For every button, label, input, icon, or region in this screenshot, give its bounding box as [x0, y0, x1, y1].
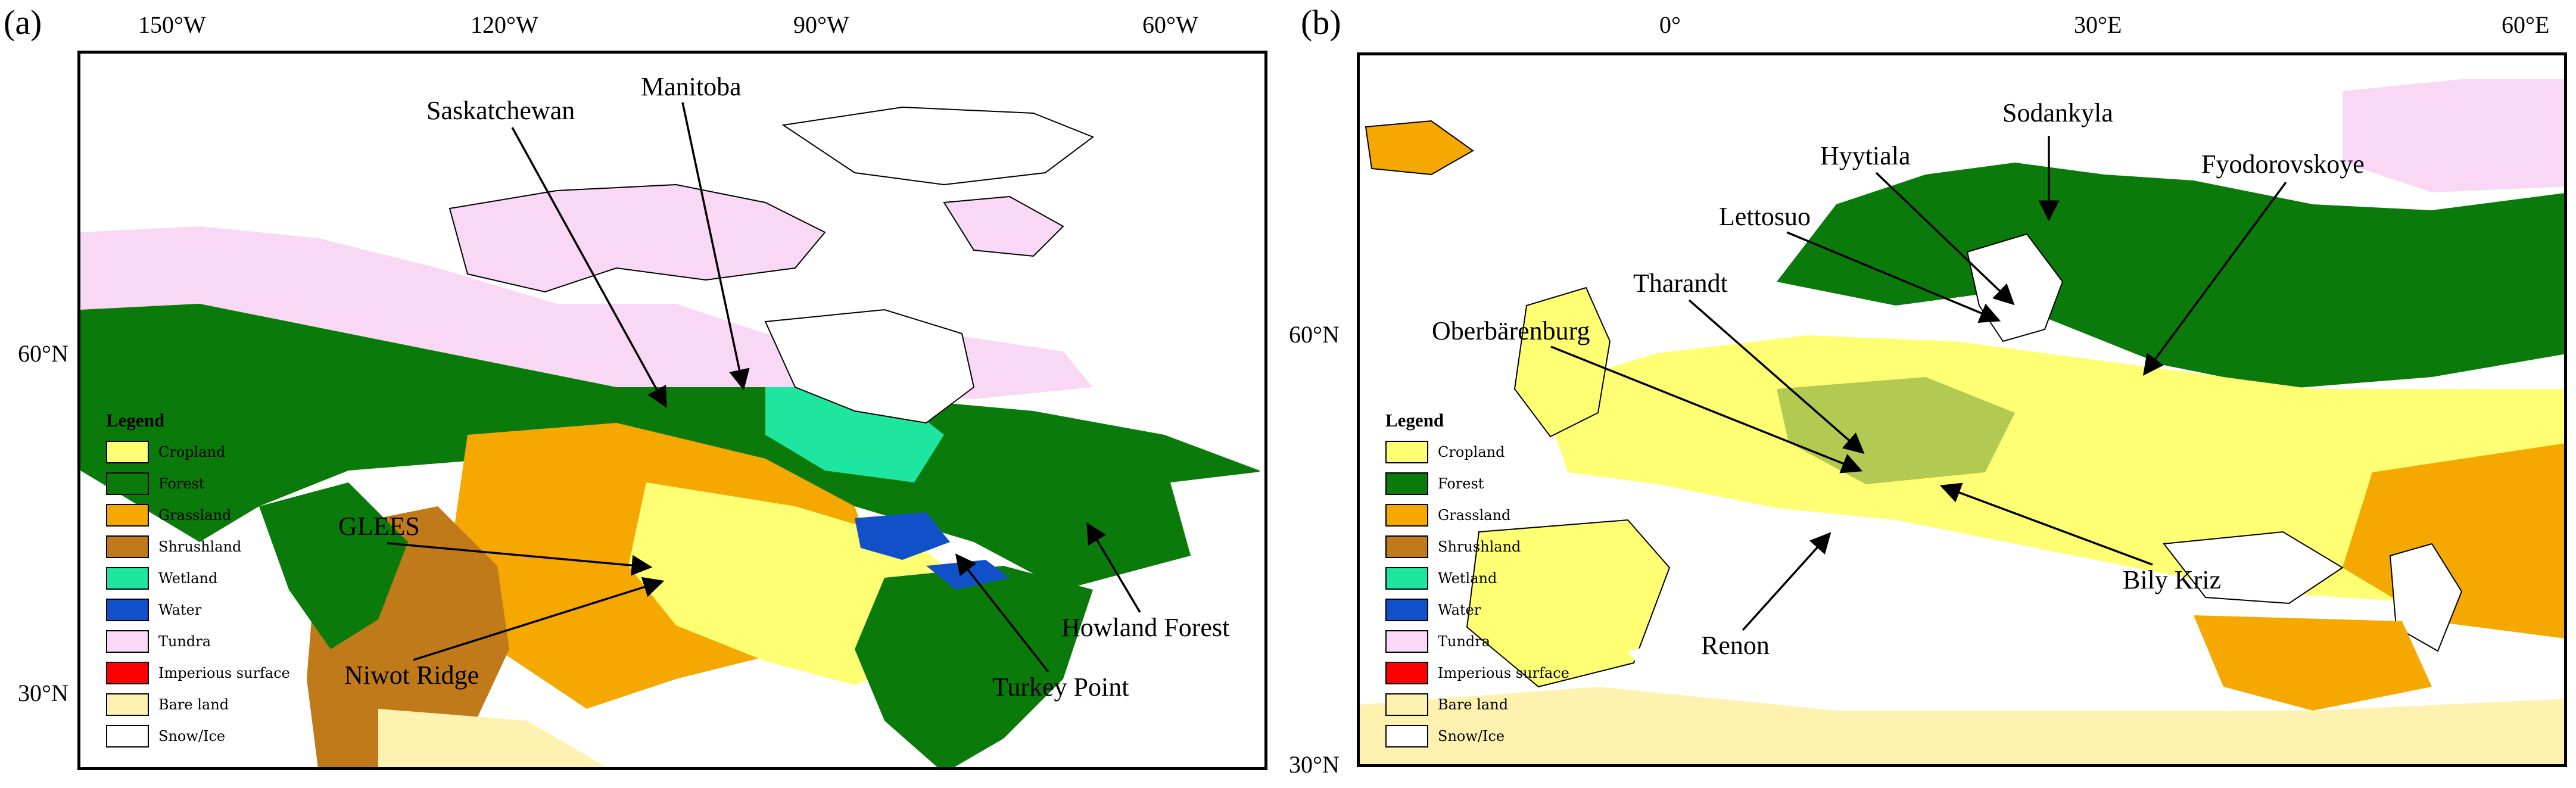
site-tharandt: Tharandt	[1633, 269, 1728, 298]
site-saskatchewan: Saskatchewan	[426, 96, 575, 125]
legend-label: Grassland	[158, 506, 232, 524]
legend-label: Tundra	[158, 633, 211, 650]
legend-label: Tundra	[1438, 633, 1491, 650]
europe-map	[1357, 52, 2567, 767]
legend-swatch	[106, 440, 149, 463]
legend-label: Wetland	[1438, 569, 1497, 587]
legend-swatch	[106, 598, 149, 621]
panel-a-label: (a)	[4, 3, 42, 42]
legend-a-item: Shrushland	[106, 531, 290, 562]
legend-swatch	[1385, 535, 1428, 558]
legend-swatch	[106, 630, 149, 653]
site-hyytiala: Hyytiala	[1820, 141, 1911, 170]
lon-tick-30e: 30°E	[2074, 11, 2122, 38]
lat-tick-60n: 60°N	[18, 340, 68, 367]
legend-label: Forest	[1438, 475, 1484, 492]
legend-swatch	[1385, 598, 1428, 621]
legend-a-item: Snow/Ice	[106, 720, 290, 752]
legend-swatch	[106, 661, 149, 684]
legend-b-item: Imperious surface	[1385, 657, 1569, 689]
site-lettosuo: Lettosuo	[1719, 202, 1811, 231]
legend-swatch	[1385, 693, 1428, 716]
legend-b-item: Cropland	[1385, 436, 1569, 468]
legend-swatch	[106, 472, 149, 495]
legend-a-title: Legend	[106, 410, 165, 431]
legend-swatch	[1385, 566, 1428, 590]
legend-swatch	[106, 693, 149, 716]
legend-label: Shrushland	[1438, 538, 1521, 555]
legend-label: Forest	[158, 475, 205, 492]
site-bily-kriz: Bily Kriz	[2123, 565, 2221, 594]
lon-tick-0: 0°	[1659, 11, 1681, 38]
legend-b-item: Tundra	[1385, 625, 1569, 657]
legend-swatch	[106, 724, 149, 747]
legend-label: Imperious surface	[1438, 664, 1569, 681]
legend-label: Cropland	[158, 443, 226, 460]
site-turkey-point: Turkey Point	[992, 672, 1129, 702]
legend-a-item: Tundra	[106, 625, 290, 657]
legend-b-item: Water	[1385, 594, 1569, 625]
legend-swatch	[1385, 472, 1428, 495]
legend-label: Shrushland	[158, 538, 242, 555]
legend-label: Bare land	[158, 696, 229, 713]
legend-b-item: Wetland	[1385, 562, 1569, 594]
lon-tick-60w: 60°W	[1142, 11, 1198, 38]
lat-tick-60n-b: 60°N	[1289, 321, 1340, 348]
site-oberbarenburg: Oberbärenburg	[1432, 316, 1590, 345]
legend-b-item: Snow/Ice	[1385, 720, 1569, 752]
legend-label: Grassland	[1438, 506, 1511, 524]
legend-a: Legend Cropland Forest Grassland Shrushl…	[106, 410, 290, 752]
legend-swatch	[106, 503, 149, 527]
site-renon: Renon	[1701, 631, 1770, 660]
site-niwot-ridge: Niwot Ridge	[344, 661, 479, 690]
legend-a-item: Water	[106, 594, 290, 625]
site-manitoba: Manitoba	[641, 72, 742, 101]
legend-a-item: Bare land	[106, 689, 290, 720]
legend-label: Wetland	[158, 569, 218, 587]
lon-tick-150w: 150°W	[138, 11, 206, 38]
legend-swatch	[106, 535, 149, 558]
legend-label: Snow/Ice	[158, 727, 226, 745]
legend-label: Bare land	[1438, 696, 1509, 713]
lon-tick-90w: 90°W	[793, 11, 849, 38]
legend-label: Water	[158, 601, 202, 618]
europe-landcover	[1360, 55, 2564, 764]
legend-a-item: Imperious surface	[106, 657, 290, 689]
legend-swatch	[1385, 661, 1428, 684]
lon-tick-60e: 60°E	[2502, 11, 2550, 38]
legend-b-item: Shrushland	[1385, 531, 1569, 562]
legend-swatch	[106, 566, 149, 590]
legend-a-item: Forest	[106, 468, 290, 499]
legend-swatch	[1385, 724, 1428, 747]
lon-tick-120w: 120°W	[471, 11, 538, 38]
site-glees: GLEES	[338, 512, 420, 541]
legend-a-item: Cropland	[106, 436, 290, 468]
legend-label: Imperious surface	[158, 664, 290, 681]
legend-swatch	[1385, 440, 1428, 463]
legend-swatch	[1385, 630, 1428, 653]
legend-label: Cropland	[1438, 443, 1505, 460]
lat-tick-30n-b: 30°N	[1289, 751, 1340, 778]
legend-b-title: Legend	[1385, 410, 1444, 431]
legend-b-item: Bare land	[1385, 689, 1569, 720]
panel-b-label: (b)	[1301, 3, 1341, 42]
legend-a-item: Wetland	[106, 562, 290, 594]
legend-label: Snow/Ice	[1438, 727, 1505, 745]
legend-b-item: Grassland	[1385, 499, 1569, 531]
site-howland-forest: Howland Forest	[1061, 613, 1230, 642]
legend-b: Legend Cropland Forest Grassland Shrushl…	[1385, 410, 1569, 752]
legend-b-item: Forest	[1385, 468, 1569, 499]
site-sodankyla: Sodankyla	[2002, 98, 2113, 127]
legend-label: Water	[1438, 601, 1481, 618]
site-fyodorovskoye: Fyodorovskoye	[2201, 149, 2365, 179]
lat-tick-30n: 30°N	[18, 680, 68, 706]
legend-swatch	[1385, 503, 1428, 527]
legend-a-item: Grassland	[106, 499, 290, 531]
